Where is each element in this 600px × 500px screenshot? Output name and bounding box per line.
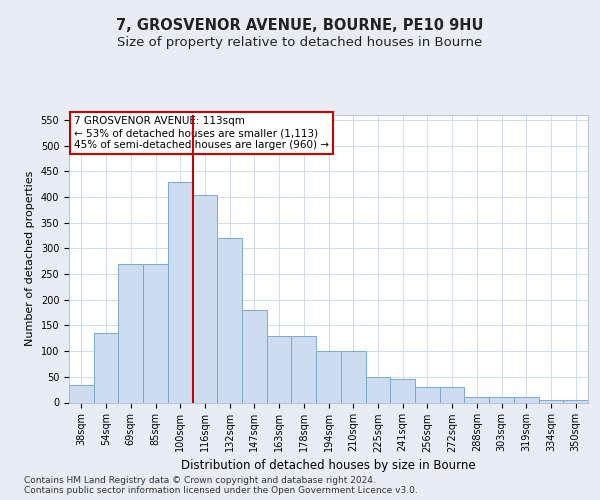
Bar xyxy=(217,238,242,402)
Bar xyxy=(563,400,588,402)
Text: 7 GROSVENOR AVENUE: 113sqm
← 53% of detached houses are smaller (1,113)
45% of s: 7 GROSVENOR AVENUE: 113sqm ← 53% of deta… xyxy=(74,116,329,150)
Text: Size of property relative to detached houses in Bourne: Size of property relative to detached ho… xyxy=(118,36,482,49)
Bar xyxy=(341,351,365,403)
Bar xyxy=(390,380,415,402)
Bar xyxy=(316,351,341,403)
Bar xyxy=(143,264,168,402)
Bar xyxy=(440,387,464,402)
Bar xyxy=(118,264,143,402)
Bar xyxy=(193,194,217,402)
Bar xyxy=(415,387,440,402)
Bar xyxy=(168,182,193,402)
Bar xyxy=(514,398,539,402)
Bar xyxy=(464,398,489,402)
Y-axis label: Number of detached properties: Number of detached properties xyxy=(25,171,35,346)
X-axis label: Distribution of detached houses by size in Bourne: Distribution of detached houses by size … xyxy=(181,458,476,471)
Bar xyxy=(292,336,316,402)
Text: Contains HM Land Registry data © Crown copyright and database right 2024.
Contai: Contains HM Land Registry data © Crown c… xyxy=(24,476,418,495)
Bar xyxy=(489,398,514,402)
Bar xyxy=(94,333,118,402)
Bar xyxy=(365,377,390,402)
Bar xyxy=(69,384,94,402)
Text: 7, GROSVENOR AVENUE, BOURNE, PE10 9HU: 7, GROSVENOR AVENUE, BOURNE, PE10 9HU xyxy=(116,18,484,32)
Bar xyxy=(242,310,267,402)
Bar xyxy=(267,336,292,402)
Bar xyxy=(539,400,563,402)
